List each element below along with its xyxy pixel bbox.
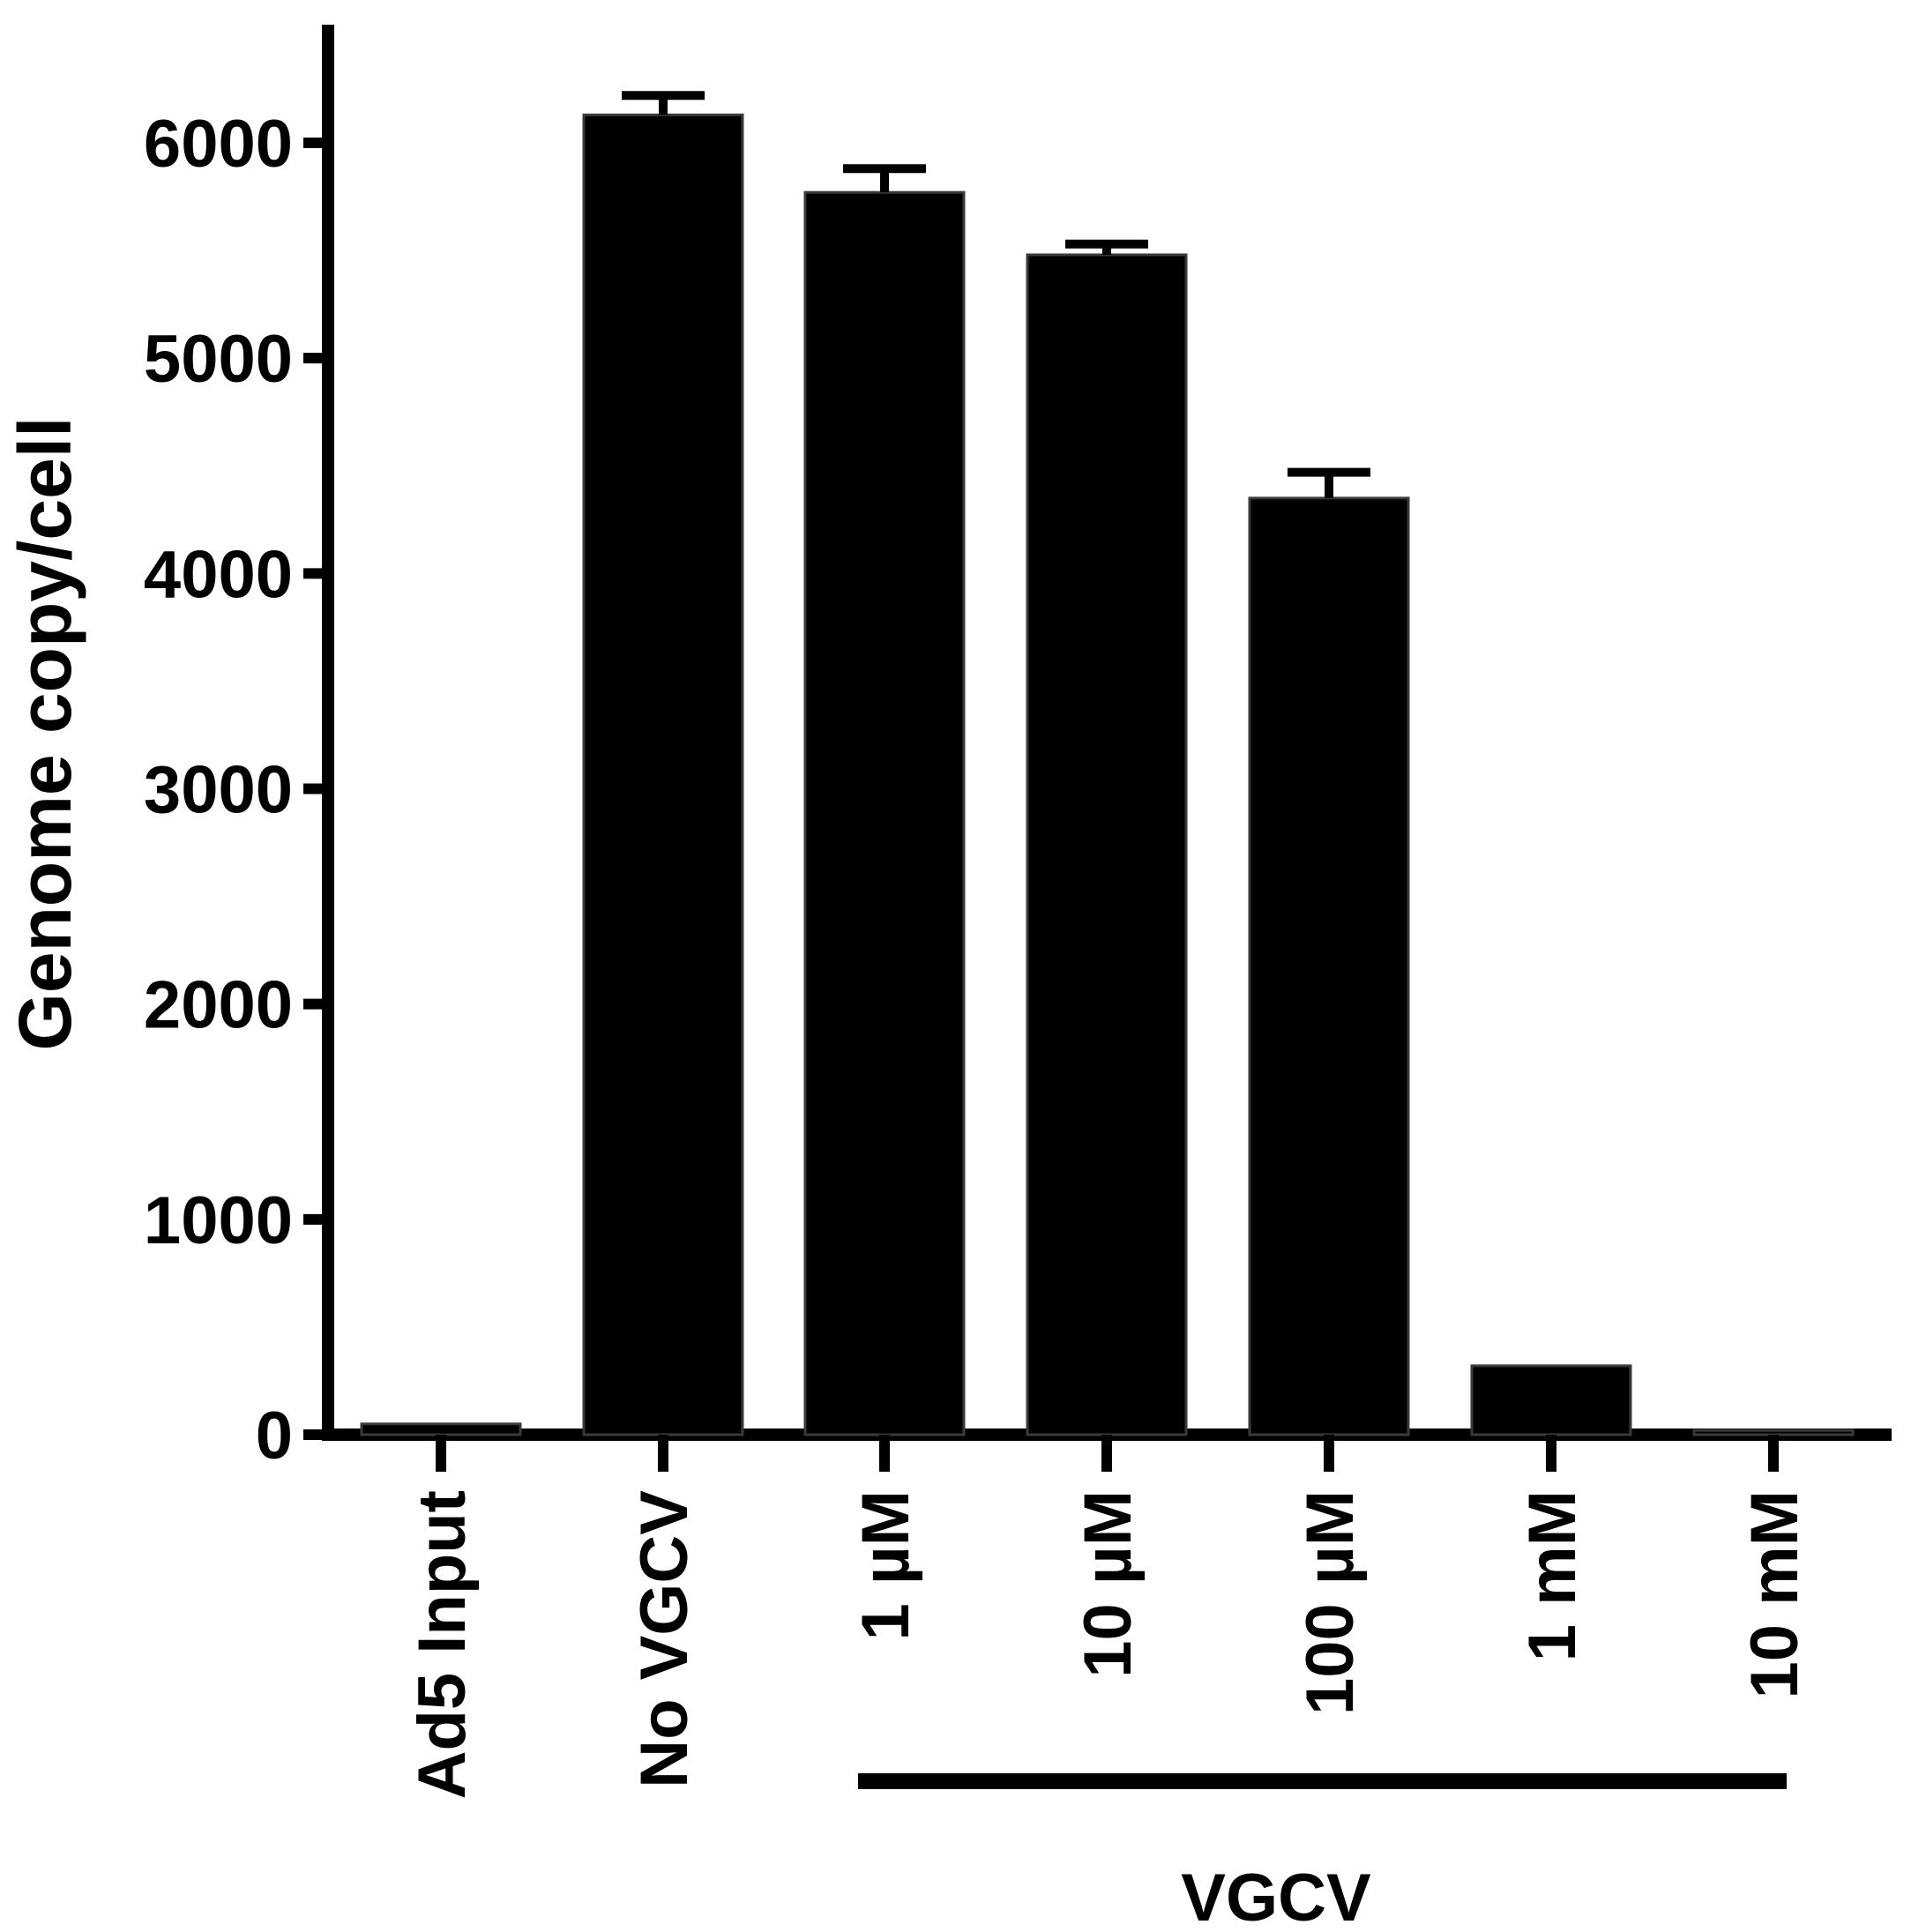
bars [360, 113, 1855, 1436]
y-axis-label: Genome copy/cell [4, 417, 86, 1051]
error-bars [622, 91, 1370, 498]
x-tick-label: 10 µM [1071, 1490, 1146, 1678]
x-tick-label: 1 mM [1515, 1490, 1590, 1661]
x-tick-label: Ad5 Input [405, 1490, 480, 1799]
y-tick-label: 4000 [144, 537, 293, 612]
x-axis-ticks: Ad5 Input No VGCV 1 µM 10 µM 100 µM 1 mM 10 mM [405, 1435, 1812, 1799]
x-tick-label: 100 µM [1293, 1490, 1368, 1715]
y-tick-label: 6000 [144, 107, 293, 182]
x-tick-label: 10 mM [1737, 1490, 1812, 1699]
bar [1026, 253, 1188, 1436]
x-tick-label: No VGCV [627, 1490, 702, 1788]
bar [1470, 1364, 1632, 1436]
y-tick-label: 5000 [144, 322, 293, 397]
bar [582, 113, 744, 1436]
y-tick-label: 2000 [144, 968, 293, 1043]
x-tick-label: 1 µM [848, 1490, 923, 1640]
group-label: VGCV [1181, 1861, 1371, 1932]
y-tick-label: 1000 [144, 1183, 293, 1258]
y-tick-label: 0 [256, 1399, 293, 1473]
bar [803, 190, 966, 1436]
bar [1692, 1428, 1855, 1436]
y-tick-label: 3000 [144, 753, 293, 828]
y-axis-ticks: 0 1000 2000 3000 4000 5000 6000 [144, 107, 328, 1473]
bar [360, 1422, 522, 1436]
bar [1248, 496, 1410, 1436]
